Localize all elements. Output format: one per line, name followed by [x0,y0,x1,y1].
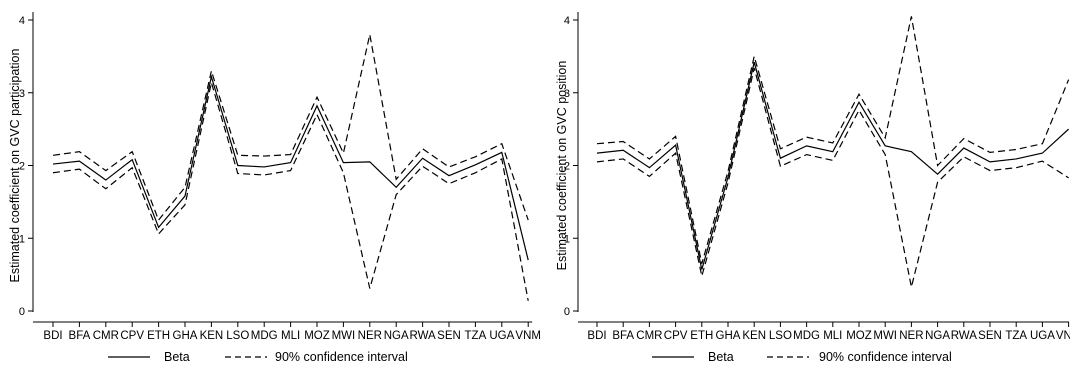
y-tick-label: 4 [564,15,570,27]
beta-line [52,74,529,261]
y-tick-label: 1 [564,233,570,245]
x-tick-label: MLI [823,330,842,342]
y-axis-label: Estimated coefficient on GVC position [555,61,569,271]
x-tick-label: CPV [664,330,688,342]
x-tick-label: VNM [515,330,541,342]
y-tick-label: 3 [564,88,570,100]
x-tick-label: KEN [742,330,766,342]
x-tick-label: MLI [281,330,300,342]
x-tick-label: LSO [226,330,249,342]
x-tick-label: NGA [384,330,409,342]
x-tick-label: SEN [978,330,1002,342]
x-tick-label: MOZ [304,330,330,342]
x-tick-label: BFA [612,330,634,342]
legend-ci-label: 90% confidence interval [275,350,408,364]
x-tick-label: CMR [93,330,119,342]
x-tick-label: NGA [925,330,950,342]
x-tick-label: MDG [793,330,820,342]
x-tick-label: GHA [716,330,741,342]
ci-lower-line [52,82,529,301]
x-tick-label: BDI [43,330,62,342]
x-tick-label: LSO [769,330,792,342]
x-tick-label: UGA [1030,330,1055,342]
x-tick-label: VNM [1056,330,1070,342]
x-tick-label: NER [899,330,923,342]
x-tick-label: SEN [437,330,461,342]
y-tick-label: 0 [19,306,25,318]
x-tick-label: KEN [200,330,224,342]
x-tick-label: BDI [587,330,606,342]
y-tick-label: 2 [564,161,570,173]
x-tick-label: GHA [173,330,198,342]
y-tick-label: 3 [19,88,25,100]
y-tick-label: 4 [19,15,25,27]
ci-upper-line [596,16,1070,264]
y-axis-label: Estimated coefficient on GVC participati… [8,48,22,282]
x-tick-label: NER [358,330,382,342]
right-legend: Beta 90% confidence interval [652,350,952,364]
x-tick-label: CPV [120,330,144,342]
legend-beta-label: Beta [164,350,190,364]
x-tick-label: CMR [636,330,662,342]
ci-lower-line [596,67,1069,288]
left-chart-panel: 0 1 2 3 4 BDI BFA CMR CPV ETH GHA KEN LSO MDG MLI MOZ MW… [8,12,541,342]
x-tick-label: TZA [465,330,487,342]
x-tick-label: MOZ [846,330,872,342]
x-tick-label: RWA [409,330,436,342]
right-chart-panel: 0 1 2 3 4 BDI BFA CMR CPV ETH GHA KEN LSO MDG MLI MOZ MW… [555,12,1070,342]
legend-ci-label: 90% confidence interval [819,350,952,364]
x-tick-label: BFA [69,330,91,342]
x-tick-label: TZA [1005,330,1027,342]
ci-upper-line [52,34,529,222]
x-tick-label: ETH [147,330,170,342]
x-tick-label: MWI [332,330,356,342]
x-tick-label: ETH [690,330,713,342]
y-tick-label: 1 [19,233,25,245]
beta-line [596,62,1070,270]
y-tick-label: 0 [564,306,570,318]
y-tick-label: 2 [19,161,25,173]
left-legend: Beta 90% confidence interval [108,350,408,364]
legend-beta-label: Beta [708,350,734,364]
x-tick-label: MWI [873,330,897,342]
x-tick-label: RWA [951,330,978,342]
x-tick-label: MDG [251,330,278,342]
x-tick-label: UGA [489,330,514,342]
